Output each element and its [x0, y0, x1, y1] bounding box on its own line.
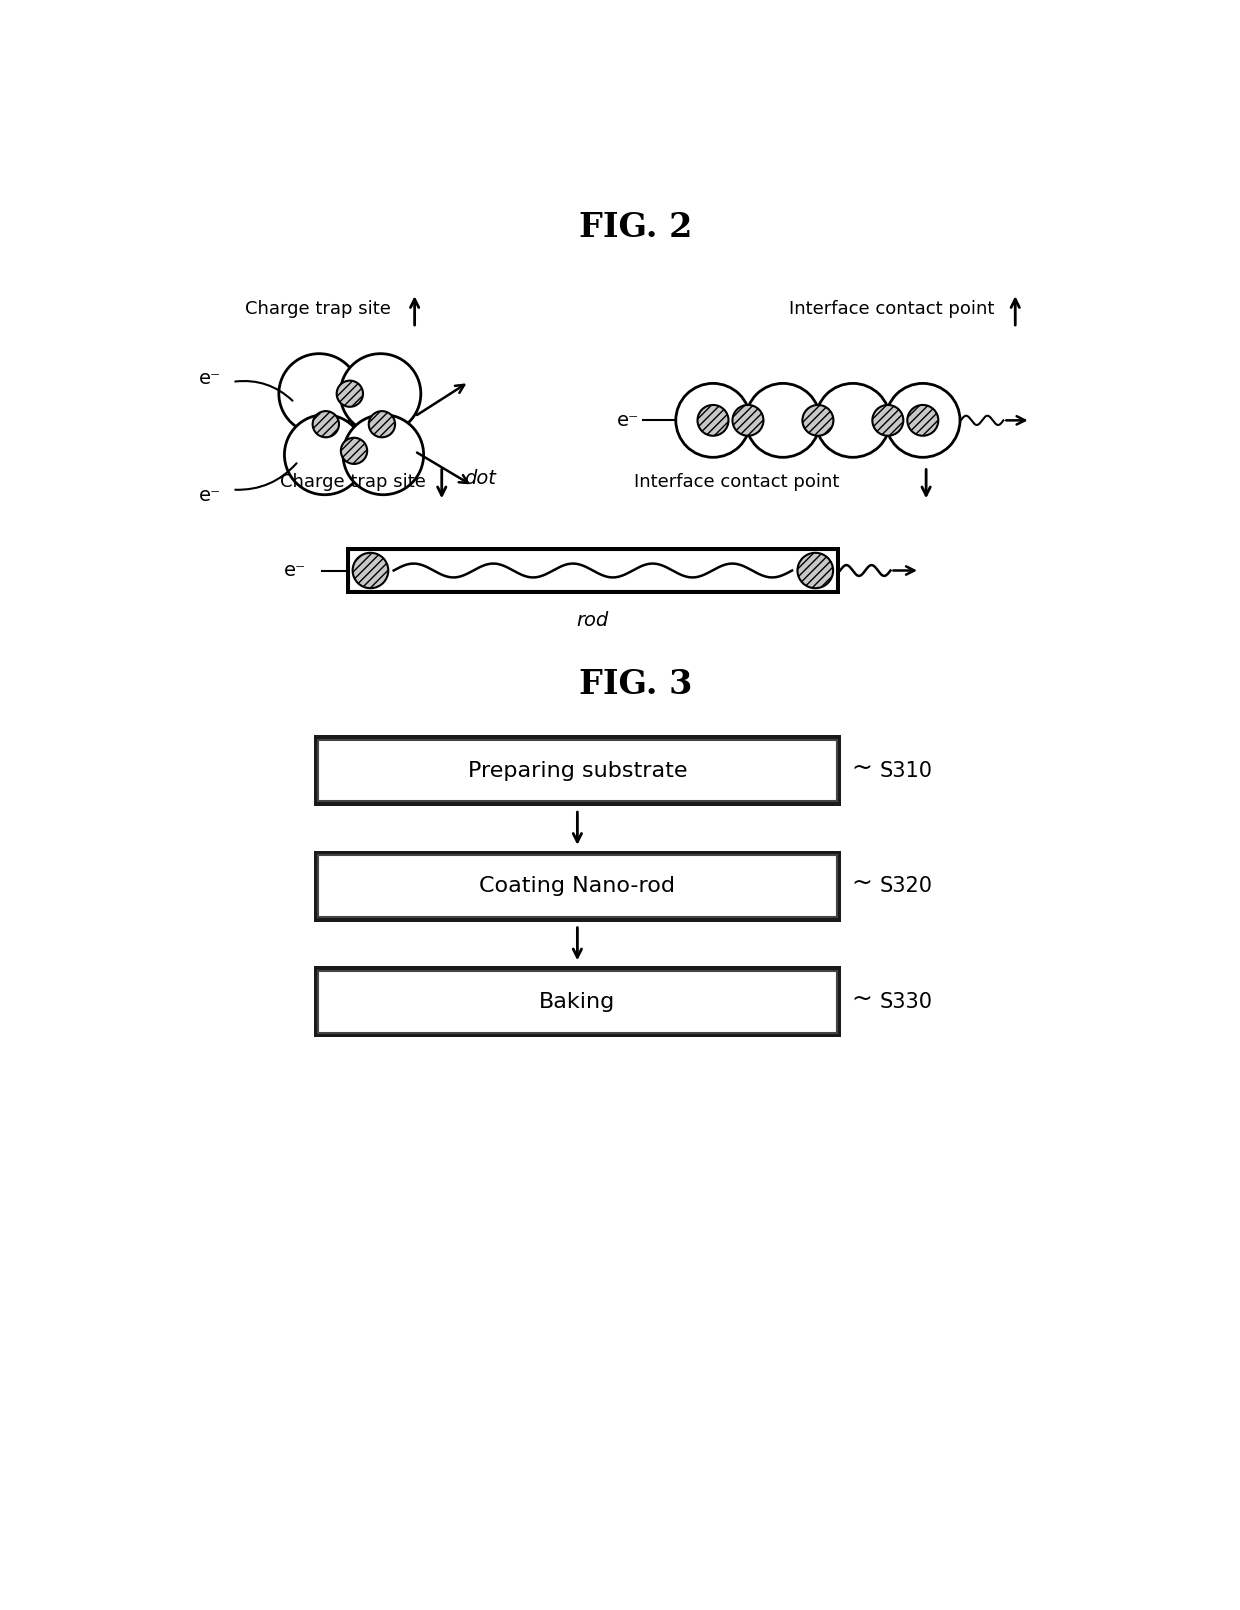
Circle shape	[797, 552, 833, 588]
Bar	[314, 736, 841, 807]
Bar	[317, 855, 837, 918]
Text: ~: ~	[851, 871, 872, 895]
Text: ~: ~	[851, 987, 872, 1011]
Circle shape	[284, 415, 365, 494]
Circle shape	[352, 552, 388, 588]
Bar	[317, 741, 837, 802]
Text: FIG. 3: FIG. 3	[579, 668, 692, 700]
Bar	[314, 966, 841, 1037]
Circle shape	[312, 411, 339, 438]
Bar	[314, 850, 841, 921]
Text: e⁻: e⁻	[198, 369, 221, 388]
Text: Interface contact point: Interface contact point	[789, 299, 994, 317]
Text: Charge trap site: Charge trap site	[244, 299, 391, 317]
Text: Interface contact point: Interface contact point	[634, 473, 839, 491]
Text: e⁻: e⁻	[198, 486, 221, 504]
Circle shape	[336, 380, 363, 407]
Text: S320: S320	[879, 876, 932, 897]
Text: Baking: Baking	[539, 992, 615, 1011]
Text: rod: rod	[577, 612, 609, 630]
Circle shape	[341, 438, 367, 464]
Circle shape	[368, 411, 396, 438]
Text: S310: S310	[879, 760, 932, 781]
Bar	[348, 551, 837, 591]
Text: e⁻: e⁻	[284, 560, 306, 580]
Text: e⁻: e⁻	[618, 411, 640, 430]
Circle shape	[908, 406, 939, 436]
Circle shape	[340, 354, 420, 433]
Text: Preparing substrate: Preparing substrate	[467, 760, 687, 781]
Bar	[346, 547, 839, 594]
Text: Charge trap site: Charge trap site	[280, 473, 425, 491]
Text: dot: dot	[465, 469, 496, 488]
Text: ~: ~	[851, 755, 872, 779]
Bar	[317, 971, 837, 1032]
Text: S330: S330	[879, 992, 932, 1011]
Circle shape	[816, 383, 890, 457]
Circle shape	[697, 406, 729, 436]
Circle shape	[802, 406, 833, 436]
Text: FIG. 2: FIG. 2	[579, 211, 692, 245]
Circle shape	[343, 415, 424, 494]
Circle shape	[885, 383, 960, 457]
Circle shape	[733, 406, 764, 436]
Text: Coating Nano-rod: Coating Nano-rod	[480, 876, 676, 897]
Circle shape	[872, 406, 903, 436]
Circle shape	[676, 383, 750, 457]
Circle shape	[745, 383, 820, 457]
Circle shape	[279, 354, 360, 433]
